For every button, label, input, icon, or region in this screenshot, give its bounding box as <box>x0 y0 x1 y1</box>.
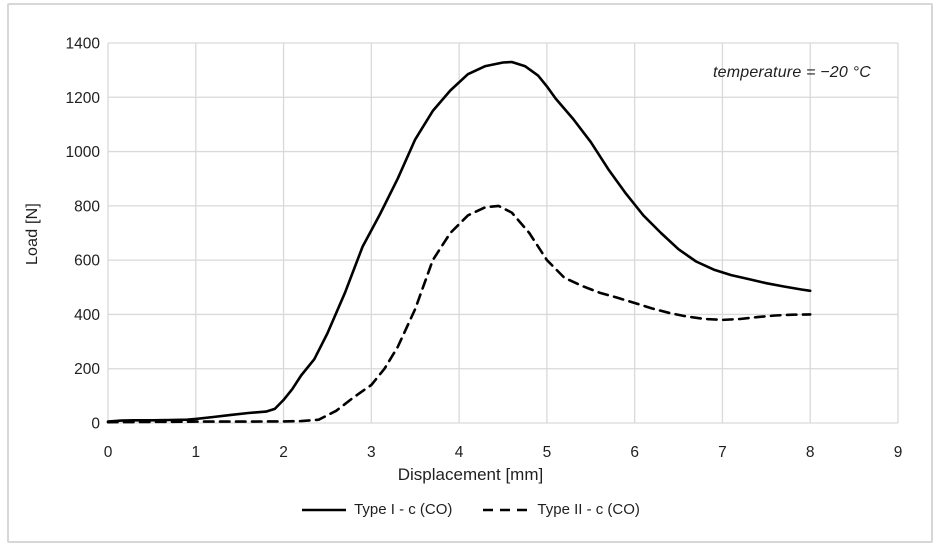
chart-frame <box>7 3 933 543</box>
legend: Type I - c (CO) Type II - c (CO) <box>0 501 941 518</box>
x-tick-label: 7 <box>718 444 727 461</box>
y-tick-label: 1000 <box>66 144 101 161</box>
x-tick-label: 6 <box>630 444 639 461</box>
y-tick-label: 800 <box>74 198 100 215</box>
legend-item-type-1: Type I - c (CO) <box>301 501 452 518</box>
y-tick-label: 1200 <box>66 90 101 107</box>
y-axis-title: Load [N] <box>24 202 41 266</box>
x-tick-label: 2 <box>279 444 288 461</box>
x-tick-label: 8 <box>806 444 815 461</box>
x-tick-label: 4 <box>455 444 464 461</box>
x-tick-label: 5 <box>543 444 552 461</box>
y-tick-label: 0 <box>91 416 100 433</box>
solid-line-swatch-icon <box>302 508 347 511</box>
legend-label-type-1: Type I - c (CO) <box>354 501 453 518</box>
series-line-2 <box>106 204 812 424</box>
x-tick-label: 1 <box>191 444 200 461</box>
x-tick-label: 9 <box>894 444 903 461</box>
y-tick-label: 200 <box>74 361 100 378</box>
annotation-temperature: temperature = −20 °C <box>712 64 871 81</box>
y-tick-label: 600 <box>74 253 100 270</box>
x-tick-label: 3 <box>367 444 376 461</box>
dashed-line-swatch-icon <box>483 508 530 511</box>
x-tick-label: 0 <box>104 444 113 461</box>
y-tick-label: 1400 <box>66 36 101 53</box>
legend-label-type-2: Type II - c (CO) <box>537 501 640 518</box>
legend-item-type-2: Type II - c (CO) <box>482 501 640 518</box>
series-line-1 <box>106 60 812 423</box>
y-tick-label: 400 <box>74 307 100 324</box>
x-axis-title: Displacement [mm] <box>397 465 544 484</box>
